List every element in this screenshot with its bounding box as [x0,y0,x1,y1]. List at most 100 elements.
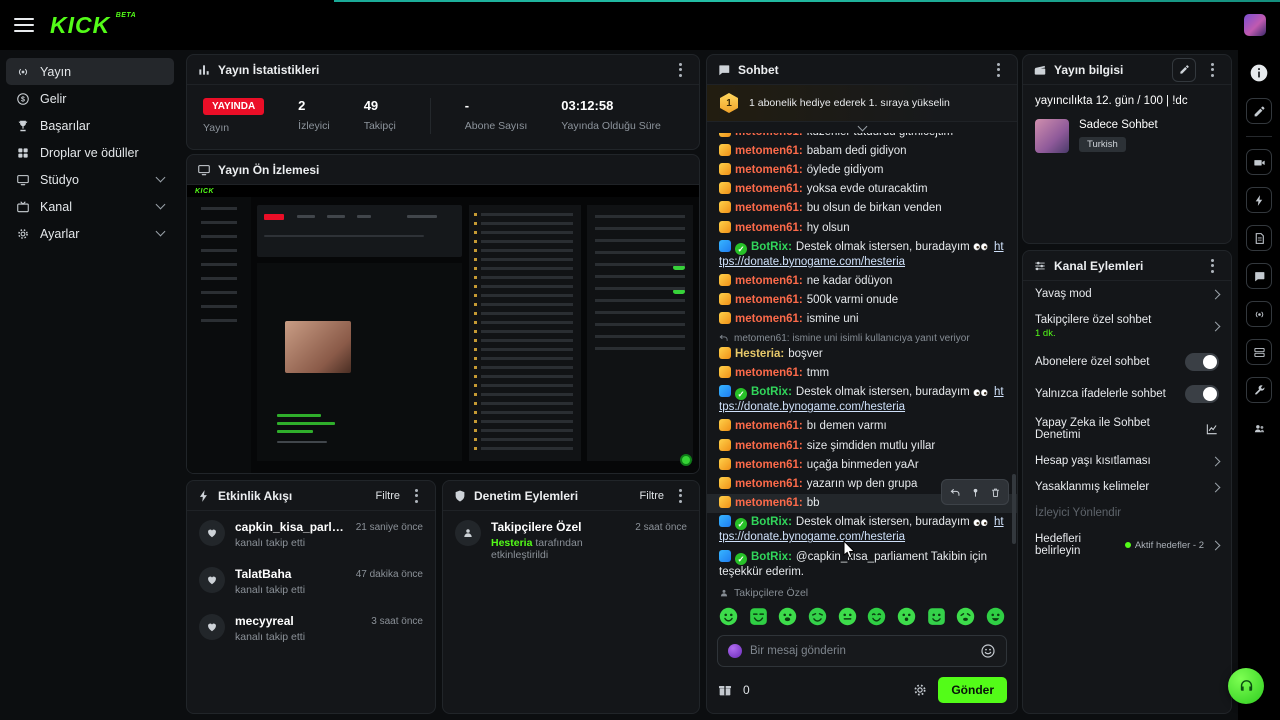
chat-message[interactable]: metomen61size şimdiden mutlu yıllar [707,437,1017,456]
chat-username[interactable]: BotRix [751,386,796,398]
kick-logo[interactable]: KICK BETA [50,12,136,39]
emote-icon[interactable] [808,607,827,626]
emote-icon[interactable] [986,607,1005,626]
chat-message-input[interactable] [750,645,972,657]
chat-username[interactable]: metomen61 [735,478,807,490]
channel-action-subscribers-only[interactable]: Abonelere özel sohbet [1023,346,1231,378]
tools-button[interactable] [1246,377,1272,403]
delete-message-button[interactable] [986,483,1004,501]
notes-button[interactable] [1246,225,1272,251]
chat-message[interactable]: metomen61öylede gidiyom [707,161,1017,180]
chat-username[interactable]: metomen61 [735,145,807,157]
chat-message[interactable]: metomen61bu olsun de birkan venden [707,199,1017,218]
channel-action-emotes-only[interactable]: Yalnızca ifadelerle sohbet [1023,378,1231,410]
broadcast-button[interactable] [1246,301,1272,327]
chat-username[interactable]: metomen61 [735,459,807,471]
sidebar-item-studio[interactable]: Stüdyo [6,166,174,193]
subscribers-only-toggle[interactable] [1185,353,1219,371]
edit-stream-info-button[interactable] [1172,57,1196,82]
chat-username[interactable]: metomen61 [735,497,807,509]
moderation-actor[interactable]: Hesteria [491,537,533,549]
chat-message[interactable]: metomen61hy olsun [707,219,1017,238]
chat-username[interactable]: BotRix [751,241,796,253]
chat-username[interactable]: metomen61 [735,222,807,234]
chat-message-reply[interactable]: metomen61: ismine uni isimli kullanıcıya… [707,330,1017,364]
category-thumbnail[interactable] [1035,119,1069,153]
activity-event-row[interactable]: capkin_kisa_parliament kanalı takip etti… [187,511,435,558]
channel-action-ai-moderation[interactable]: Yapay Zeka ile Sohbet Denetimi [1023,410,1231,448]
panels-button[interactable] [1246,339,1272,365]
activity-filter-button[interactable]: Filtre [375,489,400,502]
chat-scrollbar[interactable] [1012,474,1016,544]
chat-username[interactable]: metomen61 [735,275,807,287]
emoji-picker-icon[interactable] [980,643,996,659]
activity-event-row[interactable]: TalatBaha kanalı takip etti 47 dakika ön… [187,558,435,605]
chat-username[interactable]: metomen61 [735,133,807,138]
chat-username[interactable]: metomen61 [735,183,807,195]
donation-link[interactable]: https://donate.bynogame.com/hesteria [719,516,1004,544]
event-username[interactable]: mecyyreal [235,614,294,628]
community-button[interactable] [1246,415,1272,441]
activity-event-row[interactable]: mecyyreal kanalı takip etti 3 saat önce [187,605,435,652]
chat-message[interactable]: metomen61500k varmi onude [707,291,1017,310]
channel-action-goals[interactable]: Hedefleri belirleyin Aktif hedefler - 2 [1023,526,1231,564]
info-button[interactable] [1246,60,1272,86]
chat-username[interactable]: metomen61 [735,367,807,379]
chat-menu-button[interactable] [989,61,1007,79]
moderation-menu-button[interactable] [671,487,689,505]
chat-message[interactable]: metomen61tmm [707,364,1017,383]
channel-action-followers-only[interactable]: Takipçilere özel sohbet 1 dk. [1023,307,1231,346]
chat-username[interactable]: metomen61 [735,420,807,432]
emotes-only-toggle[interactable] [1185,385,1219,403]
emote-icon[interactable] [956,607,975,626]
event-username[interactable]: capkin_kisa_parliament [235,520,346,534]
chat-message-bot[interactable]: ✓BotRix@capkin_kisa_parliament Takibin i… [707,548,1017,582]
sidebar-item-settings[interactable]: Ayarlar [6,220,174,247]
moderation-event-row[interactable]: Takipçilere Özel Hesteria tarafından etk… [443,511,699,570]
chat-message[interactable]: metomen61yoksa evde oturacaktim [707,180,1017,199]
chat-username[interactable]: metomen61 [735,294,807,306]
donation-link[interactable]: https://donate.bynogame.com/hesteria [719,240,1004,268]
user-avatar[interactable] [1244,14,1266,36]
chat-message[interactable]: metomen61uçağa binmeden yaAr [707,456,1017,475]
channel-actions-menu-button[interactable] [1203,257,1221,275]
gift-sub-banner[interactable]: 1 1 abonelik hediye ederek 1. sıraya yük… [707,85,1017,122]
edit-button[interactable] [1246,98,1272,124]
chat-message-bot[interactable]: ✓BotRixDestek olmak istersen, buradayım … [707,513,1017,547]
stats-menu-button[interactable] [671,61,689,79]
channel-action-account-age[interactable]: Hesap yaşı kısıtlaması [1023,448,1231,474]
category-name[interactable]: Sadece Sohbet [1079,119,1158,131]
emote-icon[interactable] [749,607,768,626]
sidebar-item-stream[interactable]: Yayın [6,58,174,85]
activity-menu-button[interactable] [407,487,425,505]
camera-button[interactable] [1246,149,1272,175]
chat-username[interactable]: metomen61 [735,313,807,325]
emote-icon[interactable] [897,607,916,626]
chat-button[interactable] [1246,263,1272,289]
chat-username[interactable]: BotRix [751,551,796,563]
chat-message-bot[interactable]: ✓BotRixDestek olmak istersen, buradayım … [707,383,1017,417]
chat-username[interactable]: metomen61 [735,164,807,176]
emote-icon[interactable] [778,607,797,626]
bolt-button[interactable] [1246,187,1272,213]
emote-icon[interactable] [838,607,857,626]
emote-icon[interactable] [867,607,886,626]
chat-username[interactable]: Hesteria [735,348,788,360]
chat-username[interactable]: metomen61 [735,440,807,452]
gift-subs-icon[interactable] [717,682,733,698]
reply-message-button[interactable] [946,483,964,501]
banner-collapse-button[interactable] [707,121,1017,133]
emote-icon[interactable] [927,607,946,626]
channel-action-slow-mode[interactable]: Yavaş mod [1023,281,1231,307]
chat-message[interactable]: metomen61yazarın wp den grupa [707,475,1017,494]
chat-message[interactable]: metomen61bı demen varmı [707,417,1017,436]
stream-info-menu-button[interactable] [1203,61,1221,79]
donation-link[interactable]: https://donate.bynogame.com/hesteria [719,386,1004,414]
chat-message[interactable]: metomen61babam dedi gidiyon [707,142,1017,161]
channel-action-banned-words[interactable]: Yasaklanmış kelimeler [1023,474,1231,500]
pin-message-button[interactable] [966,483,984,501]
sidebar-item-channel[interactable]: Kanal [6,193,174,220]
chat-message[interactable]: metomen61ismine uni [707,310,1017,329]
sidebar-item-achievements[interactable]: Başarılar [6,112,174,139]
hamburger-menu-icon[interactable] [14,18,34,32]
